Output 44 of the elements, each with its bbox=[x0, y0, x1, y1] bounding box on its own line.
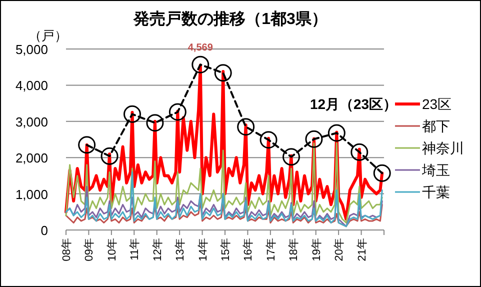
x-tick-label: 20年 bbox=[334, 238, 346, 262]
point bbox=[350, 143, 368, 161]
point bbox=[237, 118, 255, 136]
y-tick-label: 3,000 bbox=[15, 114, 48, 130]
x-tick-label: 11年 bbox=[129, 238, 142, 260]
point bbox=[146, 114, 164, 132]
y-tick-label: 0 bbox=[40, 223, 48, 238]
legend-label: 埼玉 bbox=[421, 162, 450, 178]
x-tick-label: 10年 bbox=[106, 238, 118, 262]
point bbox=[78, 136, 96, 154]
point bbox=[328, 124, 346, 142]
legend-label: 都下 bbox=[422, 118, 450, 134]
point bbox=[124, 105, 141, 123]
y-tick-label: 5,000 bbox=[15, 42, 48, 57]
point bbox=[192, 56, 210, 74]
point bbox=[260, 131, 278, 149]
x-tick-label: 21年 bbox=[356, 238, 368, 262]
y-tick-label: 4,000 bbox=[15, 78, 48, 94]
legend-label: 神奈川 bbox=[422, 140, 464, 156]
point bbox=[100, 147, 118, 165]
x-tick-label: 13年 bbox=[174, 238, 187, 262]
x-tick-label: 14年 bbox=[197, 238, 210, 262]
y-axis-title: （戸） bbox=[28, 28, 68, 43]
y-tick-label: 2,000 bbox=[15, 150, 48, 166]
legend-label: 千葉 bbox=[422, 184, 450, 200]
point bbox=[168, 103, 186, 121]
x-tick-label: 12年 bbox=[152, 238, 164, 262]
x-tick-label: 08年 bbox=[61, 238, 73, 262]
x-tick-label: 18年 bbox=[288, 238, 300, 262]
line-series bbox=[65, 200, 383, 228]
x-tick-label: 15年 bbox=[220, 238, 232, 262]
point bbox=[373, 164, 391, 182]
legend-label: 23区 bbox=[422, 96, 452, 112]
series-label: 12月（23区） bbox=[310, 96, 398, 112]
chart-title: 発売戸数の推移（1都3県） bbox=[132, 10, 328, 28]
y-tick-label: 1,000 bbox=[15, 186, 48, 202]
x-tick-label: 19年 bbox=[310, 238, 323, 262]
x-tick-label: 09年 bbox=[84, 238, 96, 262]
point bbox=[214, 64, 232, 82]
point bbox=[282, 148, 300, 166]
x-tick-label: 17年 bbox=[265, 238, 278, 262]
point bbox=[305, 130, 323, 148]
line-series bbox=[65, 171, 383, 228]
x-tick-label: 16年 bbox=[242, 238, 255, 262]
